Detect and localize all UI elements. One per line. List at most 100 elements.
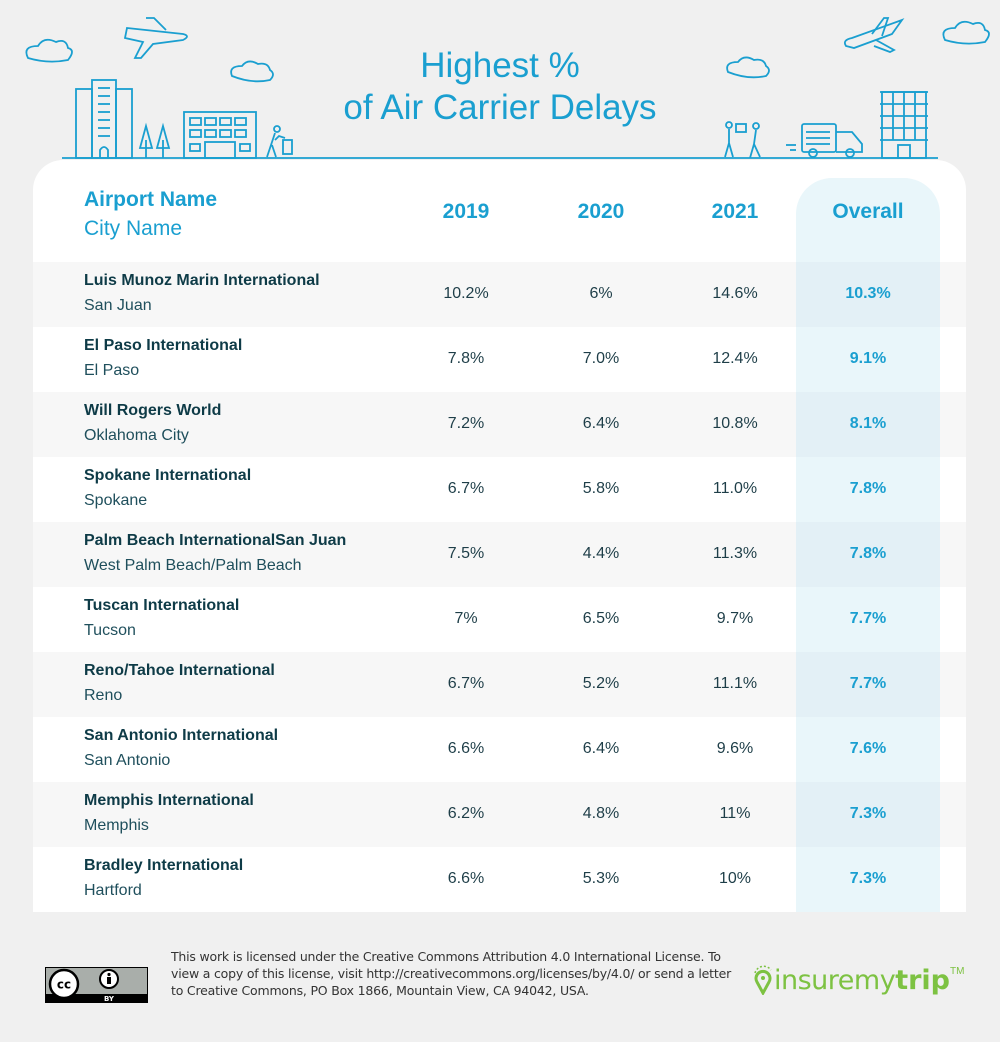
overall-cell-shade	[796, 782, 940, 847]
table-header: Airport Name City Name 2019 2020 2021 Ov…	[33, 160, 966, 262]
value-overall: 9.1%	[849, 350, 887, 367]
insuremytrip-logo: insuremy trip TM	[752, 960, 964, 1000]
value-2019: 7%	[454, 610, 478, 627]
logo-text-trip: trip	[895, 964, 951, 996]
overall-cell-shade	[796, 392, 940, 457]
airport-name: Memphis International	[84, 792, 254, 809]
value-overall: 8.1%	[849, 415, 887, 432]
city-name: Reno	[84, 687, 123, 704]
table-row: Tuscan International Tucson 7% 6.5% 9.7% 7.7%	[33, 587, 966, 652]
value-2021: 14.6%	[712, 285, 758, 302]
value-2019: 6.6%	[447, 740, 485, 757]
value-2020: 6.4%	[582, 415, 620, 432]
airplane-icon	[843, 17, 905, 53]
delivery-truck-icon	[786, 123, 863, 158]
header-illustration	[25, 17, 990, 159]
value-2020: 4.4%	[582, 545, 620, 562]
city-name: Spokane	[84, 492, 148, 509]
table-row: Memphis International Memphis 6.2% 4.8% 11% 7…	[33, 782, 966, 847]
value-2020: 4.8%	[582, 805, 620, 822]
delays-table: Airport Name City Name 2019 2020 2021 Ov…	[33, 160, 966, 912]
value-2019: 6.7%	[447, 675, 485, 692]
value-2021: 11.0%	[712, 480, 758, 497]
overall-cell-shade	[796, 522, 940, 587]
hotel-building-icon	[183, 111, 257, 159]
cloud-icon	[25, 38, 73, 63]
value-2020: 5.2%	[582, 675, 620, 692]
value-2019: 6.2%	[447, 805, 485, 822]
value-2019: 10.2%	[443, 285, 489, 302]
value-2019: 7.5%	[447, 545, 485, 562]
airport-name: San Antonio International	[84, 727, 279, 744]
value-2020: 6%	[589, 285, 613, 302]
svg-text:BY: BY	[104, 995, 115, 1003]
value-2019: 6.6%	[447, 870, 485, 887]
value-2020: 5.8%	[582, 480, 620, 497]
value-2020: 7.0%	[582, 350, 620, 367]
cc-by-icon: cc BY	[45, 967, 148, 1003]
value-2021: 12.4%	[712, 350, 758, 367]
table-row: El Paso International El Paso 7.8% 7.0% 12.4…	[33, 327, 966, 392]
airport-name: Reno/Tahoe International	[84, 662, 275, 679]
value-2021: 10.8%	[712, 415, 758, 432]
airport-name: Bradley International	[84, 857, 244, 874]
value-overall: 7.7%	[849, 610, 887, 627]
table-row: Spokane International Spokane 6.7% 5.8% 11.0…	[33, 457, 966, 522]
apartment-building-icon	[880, 91, 928, 159]
license-text: This work is licensed under the Creative…	[171, 949, 732, 998]
value-overall: 7.8%	[849, 480, 887, 497]
city-name: West Palm Beach/Palm Beach	[84, 557, 302, 574]
cloud-icon	[726, 56, 770, 79]
city-name: El Paso	[84, 362, 140, 379]
header-city-name: City Name	[84, 217, 183, 240]
value-2019: 7.8%	[447, 350, 485, 367]
city-name: San Juan	[84, 297, 152, 314]
table-row: Bradley International Hartford 6.6% 5.3% 10%…	[33, 847, 966, 912]
table-row: Will Rogers World Oklahoma City 7.2% 6.4% 10…	[33, 392, 966, 457]
city-name: Hartford	[84, 882, 142, 899]
value-2020: 6.4%	[582, 740, 620, 757]
table-row: Palm Beach InternationalSan Juan West Pal…	[33, 522, 966, 587]
value-overall: 7.7%	[849, 675, 887, 692]
value-2021: 9.7%	[716, 610, 754, 627]
header-2021: 2021	[711, 200, 759, 223]
airport-name: Will Rogers World	[84, 402, 222, 419]
tree-icon	[138, 122, 171, 158]
overall-cell-shade	[796, 652, 940, 717]
logo-text-insuremy: insuremy	[774, 964, 896, 996]
logo-trademark: TM	[950, 966, 965, 977]
header-overall: Overall	[832, 200, 904, 223]
airplane-icon	[123, 17, 188, 59]
cloud-icon	[230, 60, 274, 83]
value-2019: 6.7%	[447, 480, 485, 497]
value-overall: 7.3%	[849, 805, 887, 822]
cloud-icon	[942, 20, 990, 45]
header-2019: 2019	[442, 200, 490, 223]
value-2019: 7.2%	[447, 415, 485, 432]
svg-text:cc: cc	[57, 978, 71, 992]
value-overall: 7.3%	[849, 870, 887, 887]
table-body: Luis Munoz Marin International San Juan 10…	[33, 262, 966, 912]
value-overall: 7.8%	[849, 545, 887, 562]
page-title: Highest % of Air Carrier Delays	[0, 45, 1000, 129]
value-2021: 10%	[718, 870, 752, 887]
city-name: Memphis	[84, 817, 149, 834]
airport-name: Palm Beach InternationalSan Juan	[84, 532, 347, 549]
header-2020: 2020	[577, 200, 625, 223]
header-airport-name: Airport Name	[84, 188, 218, 211]
airport-name: Tuscan International	[84, 597, 240, 614]
location-pin-icon	[754, 965, 772, 995]
overall-cell-shade	[796, 262, 940, 327]
airport-name: Spokane International	[84, 467, 252, 484]
package-handoff-icon	[724, 121, 761, 159]
city-name: Tucson	[84, 622, 136, 639]
table-row: Reno/Tahoe International Reno 6.7% 5.2% 11.1…	[33, 652, 966, 717]
airport-name: El Paso International	[84, 337, 243, 354]
table-row: San Antonio International San Antonio 6.6%…	[33, 717, 966, 782]
city-name: San Antonio	[84, 752, 171, 769]
airport-name: Luis Munoz Marin International	[84, 272, 320, 289]
table-row: Luis Munoz Marin International San Juan 10…	[33, 262, 966, 327]
office-building-icon	[75, 79, 133, 159]
value-2021: 11%	[719, 805, 751, 822]
value-2021: 11.1%	[712, 675, 758, 692]
